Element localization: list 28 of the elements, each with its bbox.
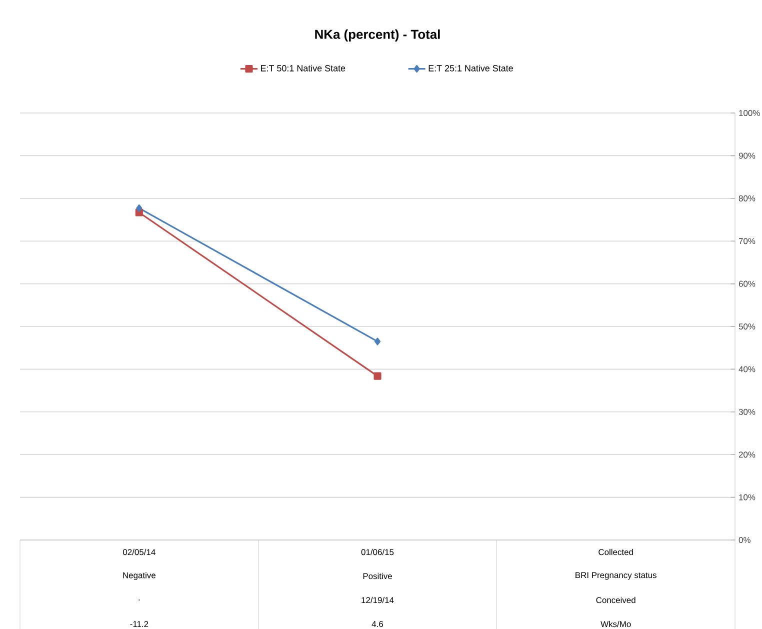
text: BRI Pregnancy status: [576, 572, 656, 580]
point: [374, 372, 382, 380]
text: -11.2: [130, 621, 148, 627]
legend-label: E:T 25:1 Native State: [428, 64, 513, 72]
legend-label: E:T 50:1 Native State: [261, 64, 346, 72]
y-tick-label: 50%: [738, 324, 756, 330]
y-tick-label: 90%: [738, 152, 756, 159]
x-tick-label: 01/06/15: [361, 548, 394, 556]
text: Negative: [123, 572, 156, 580]
text: Conceived: [596, 596, 636, 604]
text: 4.6: [372, 621, 384, 627]
y-tick-label: 80%: [738, 195, 756, 202]
y-tick-label: 10%: [739, 494, 756, 500]
point: [374, 338, 381, 346]
y-tick-label: 30%: [738, 408, 756, 415]
x-tick-label: 02/05/14: [123, 548, 156, 556]
text: 12/19/14: [362, 596, 394, 604]
point: [136, 204, 142, 212]
y-tick-label: 20%: [738, 452, 756, 458]
x-tick-label: Collected: [598, 548, 633, 556]
text: Positive: [363, 572, 392, 580]
y-tick-label: 70%: [738, 238, 756, 244]
y-tick-label: 100%: [739, 110, 760, 116]
text: Wks/Mo: [600, 620, 631, 628]
y-tick-label: 40%: [738, 366, 756, 372]
y-tick-label: 60%: [738, 280, 756, 287]
y-tick-label: 0%: [738, 537, 750, 543]
chart-title: NKa (percent) - Total: [315, 29, 440, 42]
